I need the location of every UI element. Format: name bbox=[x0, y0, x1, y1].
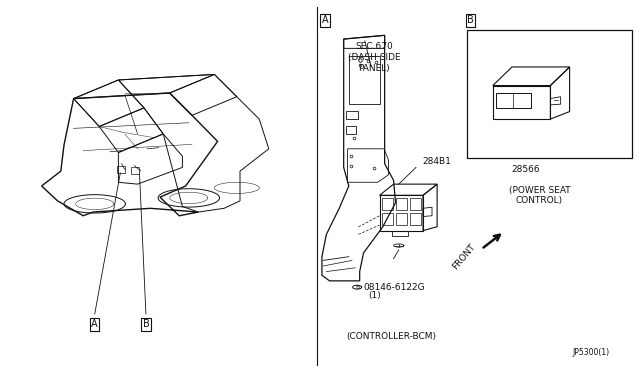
Text: B: B bbox=[143, 320, 149, 329]
Text: A: A bbox=[322, 16, 328, 25]
Bar bbox=[117, 166, 125, 173]
Text: (CONTROLLER-BCM): (CONTROLLER-BCM) bbox=[347, 332, 436, 341]
Bar bbox=[496, 93, 531, 108]
Bar bbox=[410, 213, 421, 225]
Bar bbox=[396, 213, 407, 225]
Bar bbox=[410, 198, 421, 210]
Text: 284B1: 284B1 bbox=[422, 157, 451, 166]
Text: B: B bbox=[467, 16, 474, 25]
Bar bbox=[396, 198, 407, 210]
Text: 28566: 28566 bbox=[512, 165, 540, 174]
Text: (1): (1) bbox=[369, 291, 381, 300]
Text: FRONT: FRONT bbox=[451, 243, 477, 272]
Bar bbox=[382, 198, 393, 210]
Text: SEC.670
(DASH SIDE
PANEL): SEC.670 (DASH SIDE PANEL) bbox=[348, 42, 401, 73]
Text: (POWER SEAT
CONTROL): (POWER SEAT CONTROL) bbox=[509, 186, 570, 205]
Bar bbox=[392, 231, 408, 236]
Text: 08146-6122G: 08146-6122G bbox=[364, 283, 425, 292]
Bar bbox=[346, 111, 358, 119]
Text: B: B bbox=[355, 285, 359, 290]
Bar bbox=[131, 167, 139, 174]
Bar bbox=[467, 30, 632, 158]
Bar bbox=[346, 126, 356, 134]
Text: A: A bbox=[92, 320, 98, 329]
Bar bbox=[382, 213, 393, 225]
Text: JP5300(1): JP5300(1) bbox=[572, 348, 609, 357]
